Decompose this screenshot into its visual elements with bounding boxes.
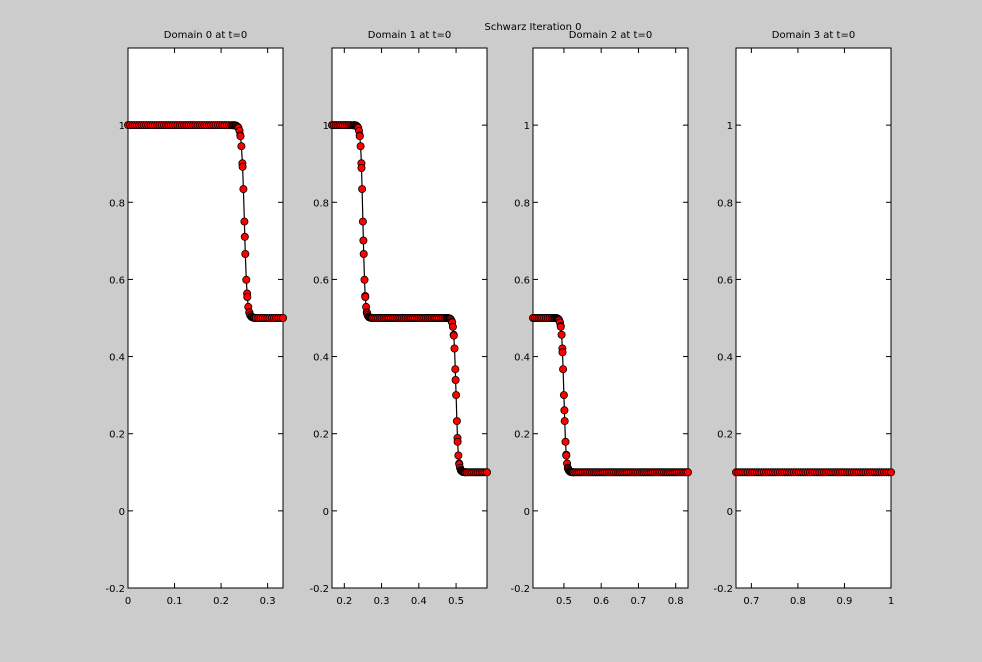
data-point	[558, 348, 567, 357]
x-tick-label: 0.3	[260, 596, 276, 607]
y-tick-label: 0.6	[717, 275, 733, 286]
data-point	[356, 142, 365, 151]
data-point	[355, 132, 364, 141]
x-tick-label: 0.6	[593, 596, 609, 607]
y-tick-label: 1	[119, 121, 125, 132]
data-point	[451, 375, 460, 384]
y-tick-label: -0.2	[713, 584, 733, 595]
y-tick-label: 0.4	[514, 353, 530, 364]
x-tick-label: 0.2	[213, 596, 229, 607]
data-point	[559, 365, 568, 374]
data-point	[278, 313, 287, 322]
data-point	[482, 468, 491, 477]
x-tick-label: 0.2	[336, 596, 352, 607]
data-point	[448, 322, 457, 331]
y-tick-label: 0	[323, 507, 329, 518]
x-tick-label: 0.5	[556, 596, 572, 607]
data-point	[562, 451, 571, 460]
y-tick-label: 1	[727, 121, 733, 132]
data-point	[452, 391, 461, 400]
x-tick-label: 1	[888, 596, 894, 607]
data-point	[240, 217, 249, 226]
y-tick-label: 0	[119, 507, 125, 518]
y-tick-label: -0.2	[510, 584, 530, 595]
x-tick-label: 0.8	[790, 596, 806, 607]
data-point	[449, 331, 458, 340]
data-point	[240, 232, 249, 241]
data-point	[358, 185, 367, 194]
x-tick-label: 0	[125, 596, 131, 607]
data-point	[357, 163, 366, 172]
x-tick-label: 0.3	[374, 596, 390, 607]
x-tick-label: 0.1	[167, 596, 183, 607]
x-tick-label: 0.8	[668, 596, 684, 607]
axes-title: Domain 2 at t=0	[569, 30, 652, 41]
data-point	[561, 437, 570, 446]
y-tick-label: 0.6	[514, 275, 530, 286]
data-point	[451, 365, 460, 374]
plot-area	[735, 47, 892, 589]
y-tick-label: 0.2	[109, 430, 125, 441]
x-tick-label: 0.9	[837, 596, 853, 607]
data-point	[560, 417, 569, 426]
y-tick-label: -0.2	[309, 584, 329, 595]
y-tick-label: 0.4	[313, 353, 329, 364]
data-point	[450, 344, 459, 353]
figure-title: Schwarz Iteration 0	[485, 22, 582, 33]
data-point	[559, 391, 568, 400]
y-tick-label: 1	[323, 121, 329, 132]
y-tick-label: 0.8	[313, 198, 329, 209]
data-point	[243, 292, 252, 301]
axes-title: Domain 3 at t=0	[772, 30, 855, 41]
data-point	[557, 330, 566, 339]
y-tick-label: 0	[727, 507, 733, 518]
data-point	[238, 162, 247, 171]
y-tick-label: 0.4	[109, 353, 125, 364]
axes-domain-1: Domain 1 at t=0 0.2 0.3 0.4 0.5 -0.2 0 0.2 0.4 0.…	[309, 30, 491, 607]
y-tick-label: 0.2	[313, 430, 329, 441]
data-point	[359, 236, 368, 245]
y-tick-label: 0.8	[514, 198, 530, 209]
y-tick-label: 1	[524, 121, 530, 132]
data-point	[359, 249, 368, 258]
x-tick-label: 0.5	[448, 596, 464, 607]
y-tick-label: 0.8	[109, 198, 125, 209]
axes-domain-0: Domain 0 at t=00 0.1 0.2 0.3-0.200.20.40.60…	[105, 30, 287, 607]
axes-title: Domain 1 at t=0	[368, 30, 451, 41]
x-tick-label: 0.7	[743, 596, 759, 607]
x-tick-label: 0.4	[411, 596, 427, 607]
data-point	[241, 249, 250, 258]
y-tick-label: -0.2	[105, 584, 125, 595]
y-tick-label: 0.6	[109, 275, 125, 286]
data-point	[358, 217, 367, 226]
y-tick-label: 0.8	[717, 198, 733, 209]
x-tick-label: 0.7	[630, 596, 646, 607]
data-point	[684, 468, 693, 477]
axes-domain-3: Domain 3 at t=0 0.7 0.8 0.9 1 -0.2 0 0.2 0.4 0.6 0…	[713, 30, 896, 607]
axes-root: Domain 0 at t=00 0.1 0.2 0.3-0.200.20.40.60…	[105, 30, 896, 607]
data-point	[361, 292, 370, 301]
data-point	[454, 451, 463, 460]
data-point	[560, 406, 569, 415]
y-tick-label: 0.2	[717, 430, 733, 441]
data-point	[242, 275, 251, 284]
axes-domain-2: Domain 2 at t=0 0.5 0.6 0.7 0.8 -0.2 0 0.2 0.4 0.…	[510, 30, 693, 607]
y-tick-label: 0	[524, 507, 530, 518]
data-point	[453, 437, 462, 446]
data-point	[237, 142, 246, 151]
data-point	[452, 417, 461, 426]
y-tick-label: 0.6	[313, 275, 329, 286]
data-point	[556, 322, 565, 331]
data-point	[239, 185, 248, 194]
y-tick-label: 0.4	[717, 353, 733, 364]
axes-title: Domain 0 at t=0	[164, 30, 247, 41]
data-point	[360, 275, 369, 284]
y-tick-label: 0.2	[514, 430, 530, 441]
data-point	[887, 468, 896, 477]
data-point	[236, 132, 245, 141]
